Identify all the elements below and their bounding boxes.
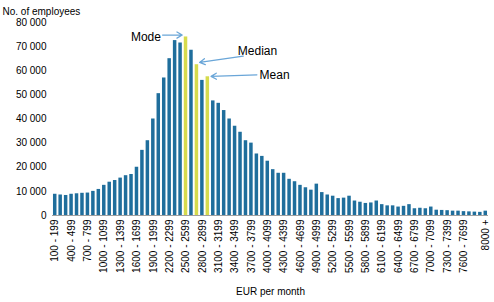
svg-text:EUR per month: EUR per month bbox=[236, 286, 305, 297]
svg-text:80 000: 80 000 bbox=[16, 17, 47, 28]
svg-text:20 000: 20 000 bbox=[16, 161, 47, 172]
svg-text:3400 - 3499: 3400 - 3499 bbox=[229, 219, 240, 273]
svg-text:6400 - 6499: 6400 - 6499 bbox=[393, 219, 404, 273]
svg-text:4600 - 4699: 4600 - 4699 bbox=[295, 219, 306, 273]
svg-text:5800 - 5899: 5800 - 5899 bbox=[360, 219, 371, 273]
svg-text:7000 - 7099: 7000 - 7099 bbox=[425, 219, 436, 273]
svg-text:2500 - 2599: 2500 - 2599 bbox=[180, 219, 191, 273]
svg-text:8000 +: 8000 + bbox=[480, 219, 491, 250]
svg-text:4300 - 4399: 4300 - 4399 bbox=[278, 219, 289, 273]
svg-text:700 - 799: 700 - 799 bbox=[82, 219, 93, 262]
svg-text:30 000: 30 000 bbox=[16, 137, 47, 148]
svg-text:1600 - 1699: 1600 - 1699 bbox=[131, 219, 142, 273]
svg-text:70 000: 70 000 bbox=[16, 41, 47, 52]
svg-text:7300 - 7399: 7300 - 7399 bbox=[442, 219, 453, 273]
svg-text:2800 - 2899: 2800 - 2899 bbox=[197, 219, 208, 273]
svg-text:1900 - 1999: 1900 - 1999 bbox=[148, 219, 159, 273]
svg-text:No. of employees: No. of employees bbox=[3, 6, 81, 17]
svg-text:5500 - 5599: 5500 - 5599 bbox=[344, 219, 355, 273]
svg-text:6700 - 6799: 6700 - 6799 bbox=[409, 219, 420, 273]
svg-text:Mean: Mean bbox=[260, 68, 290, 82]
svg-text:1000 - 1099: 1000 - 1099 bbox=[98, 219, 109, 273]
svg-text:Mode: Mode bbox=[131, 30, 161, 44]
svg-text:5200 - 5299: 5200 - 5299 bbox=[327, 219, 338, 273]
svg-text:4900 - 4999: 4900 - 4999 bbox=[311, 219, 322, 273]
svg-text:60 000: 60 000 bbox=[16, 65, 47, 76]
svg-text:6100 - 6199: 6100 - 6199 bbox=[376, 219, 387, 273]
svg-text:50 000: 50 000 bbox=[16, 89, 47, 100]
svg-text:10 000: 10 000 bbox=[16, 186, 47, 197]
svg-text:40 000: 40 000 bbox=[16, 113, 47, 124]
svg-text:400 - 499: 400 - 499 bbox=[66, 219, 77, 262]
svg-text:3100 - 3199: 3100 - 3199 bbox=[213, 219, 224, 273]
svg-text:0: 0 bbox=[41, 210, 47, 221]
svg-text:1300 - 1399: 1300 - 1399 bbox=[115, 219, 126, 273]
svg-text:100 - 199: 100 - 199 bbox=[49, 219, 60, 262]
svg-text:3700 - 3799: 3700 - 3799 bbox=[246, 219, 257, 273]
svg-text:4000 - 4099: 4000 - 4099 bbox=[262, 219, 273, 273]
svg-text:Median: Median bbox=[238, 44, 277, 58]
svg-text:7600 - 7699: 7600 - 7699 bbox=[458, 219, 469, 273]
svg-text:2200 - 2299: 2200 - 2299 bbox=[164, 219, 175, 273]
